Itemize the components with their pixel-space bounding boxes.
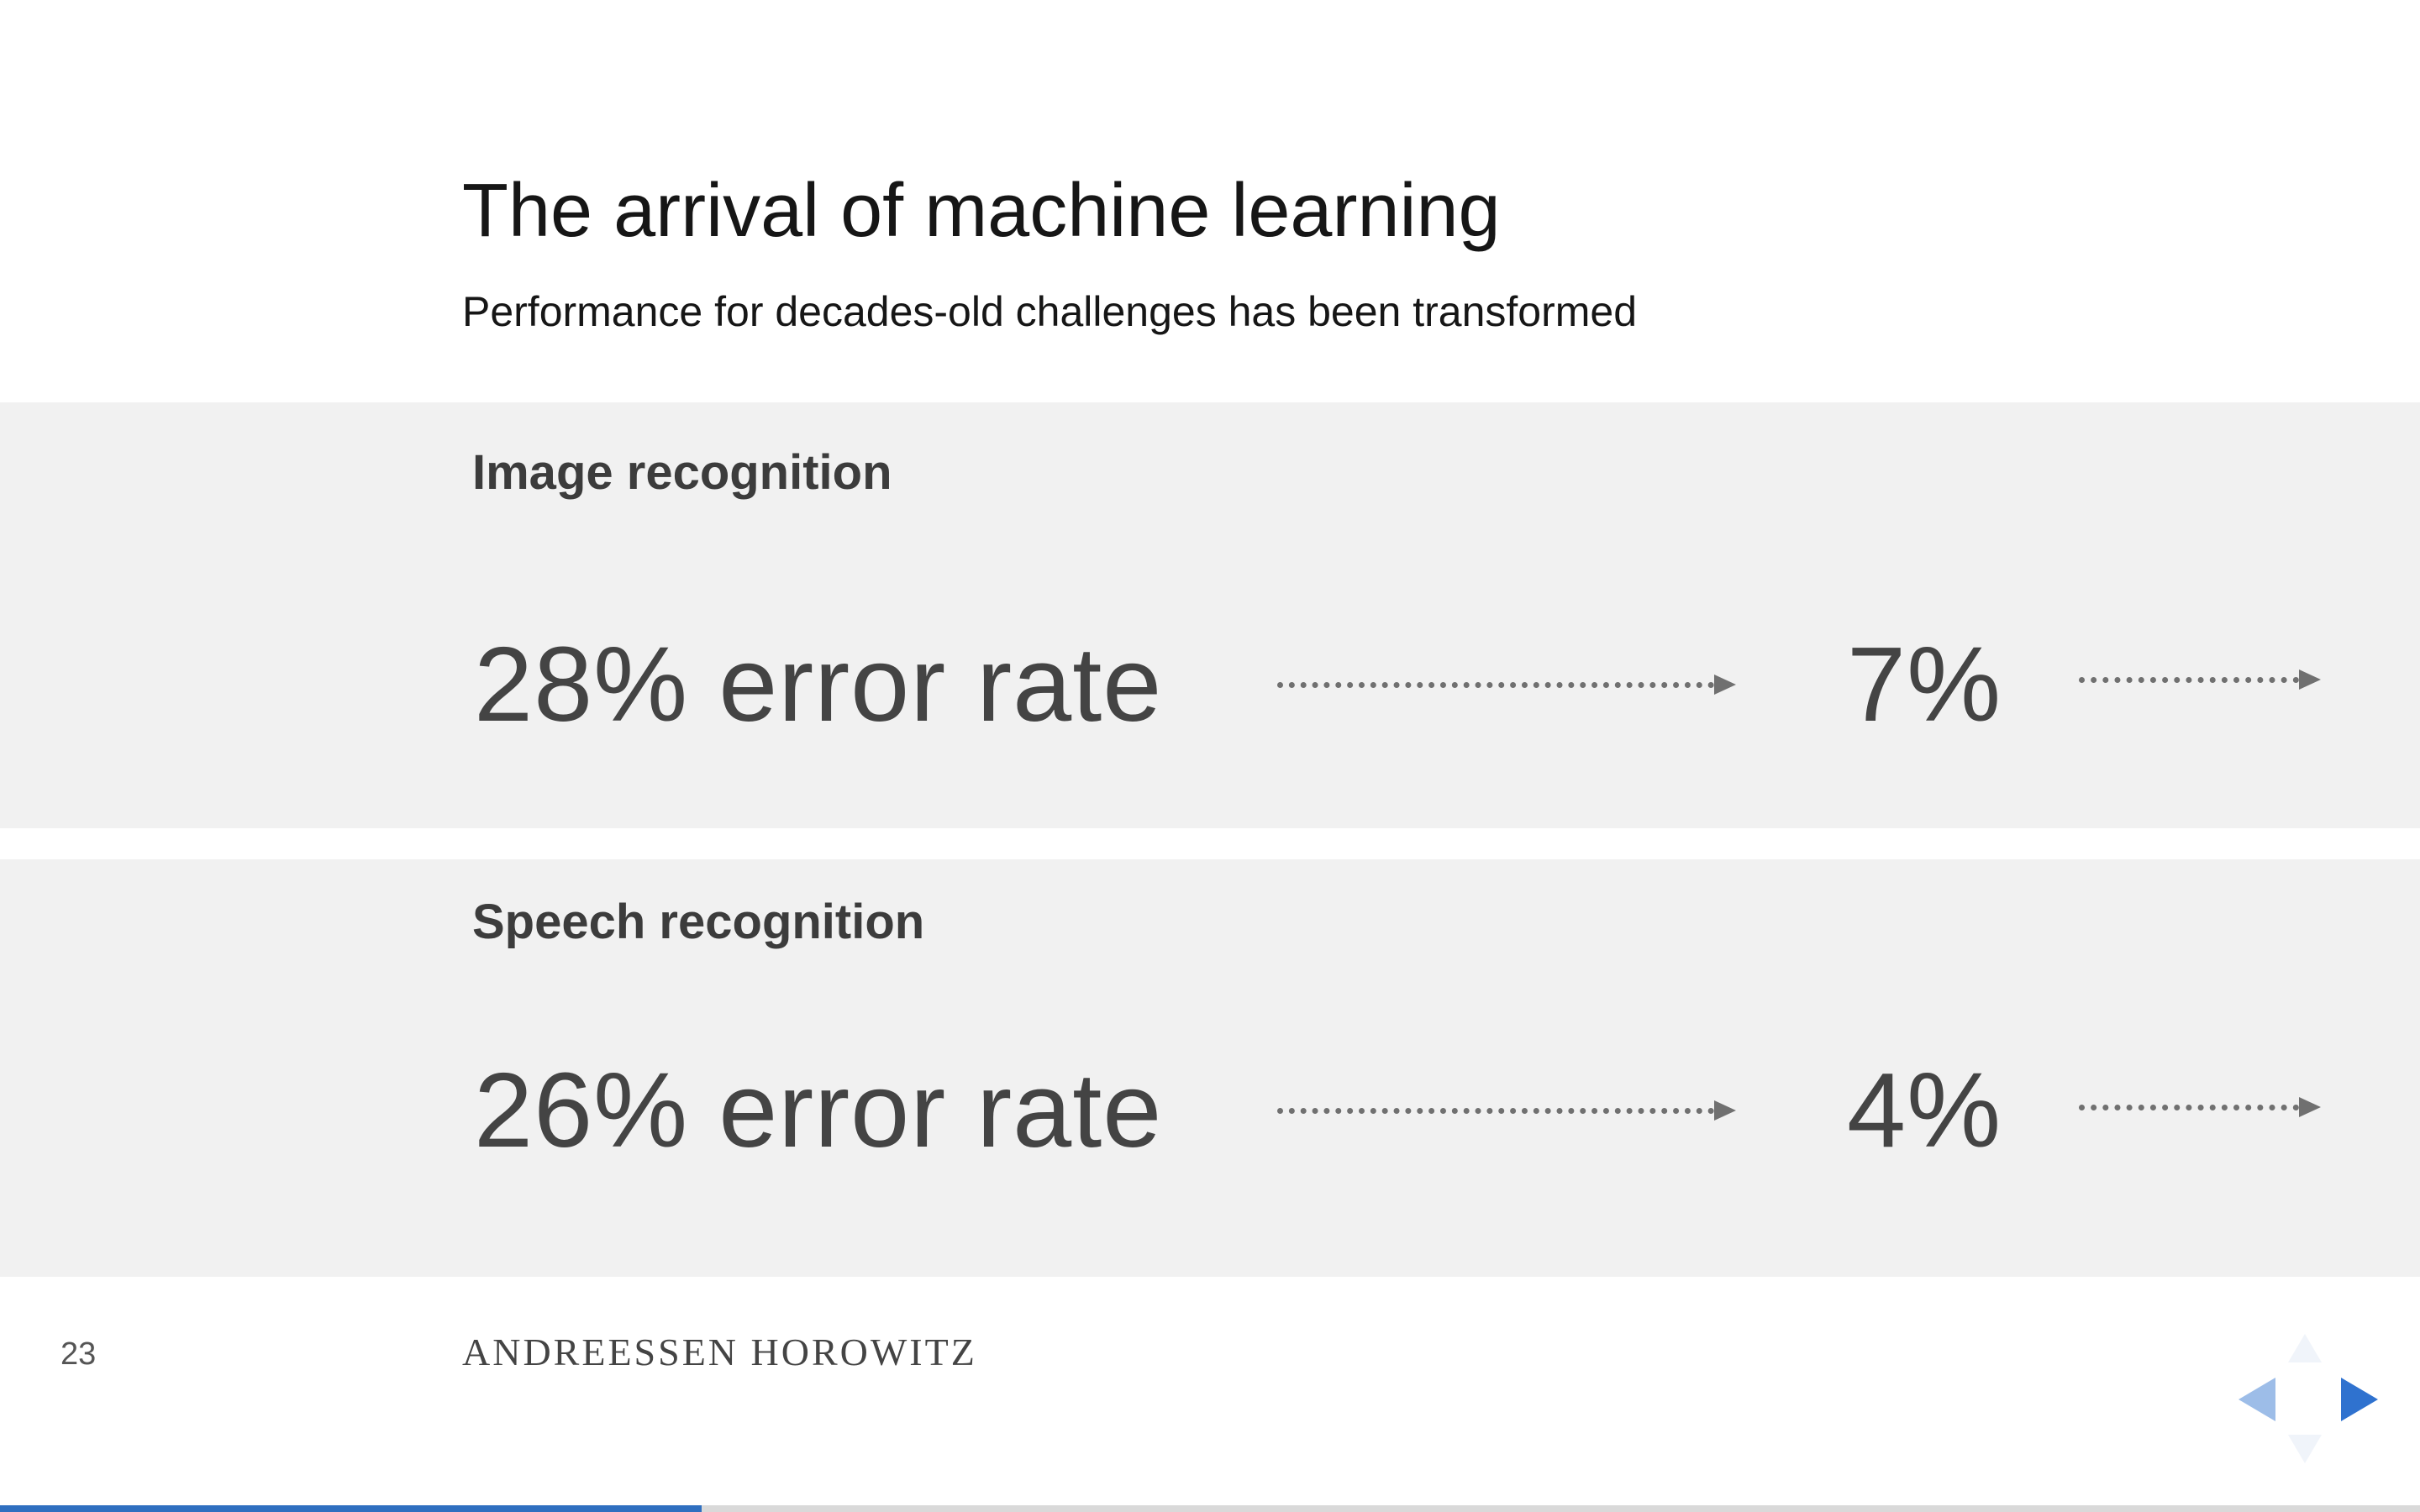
arrow-head-icon [2299, 669, 2321, 690]
progress-bar [0, 1505, 2420, 1512]
page-number: 23 [60, 1336, 97, 1372]
slide-title: The arrival of machine learning [462, 169, 1501, 253]
image-error-rate-before: 28% error rate [474, 625, 1163, 743]
image-recognition-label: Image recognition [472, 445, 892, 500]
triangle-down-icon[interactable] [2288, 1435, 2322, 1463]
triangle-left-icon[interactable] [2238, 1378, 2275, 1421]
image-recognition-band [0, 402, 2420, 828]
dotted-arrow-icon [2079, 1097, 2324, 1117]
arrow-line [2079, 677, 2299, 683]
dotted-arrow-icon [2079, 669, 2324, 690]
slide-navigation [2227, 1327, 2378, 1470]
arrow-head-icon [2299, 1097, 2321, 1117]
slide-subtitle: Performance for decades-old challenges h… [462, 288, 1638, 335]
dotted-arrow-icon [1277, 675, 1739, 695]
arrow-head-icon [1714, 675, 1736, 695]
arrow-line [1277, 1108, 1714, 1114]
speech-recognition-label: Speech recognition [472, 895, 925, 949]
arrow-line [2079, 1105, 2299, 1110]
dotted-arrow-icon [1277, 1100, 1739, 1121]
image-error-rate-after: 7% [1847, 625, 2002, 743]
triangle-up-icon[interactable] [2288, 1334, 2322, 1362]
speech-error-rate-after: 4% [1847, 1051, 2002, 1169]
speech-error-rate-before: 26% error rate [474, 1051, 1163, 1169]
progress-fill [0, 1505, 702, 1512]
arrow-head-icon [1714, 1100, 1736, 1121]
arrow-line [1277, 682, 1714, 688]
speech-recognition-band [0, 859, 2420, 1277]
triangle-right-icon[interactable] [2341, 1378, 2378, 1421]
brand-logo: ANDREESSEN HOROWITZ [462, 1331, 977, 1373]
